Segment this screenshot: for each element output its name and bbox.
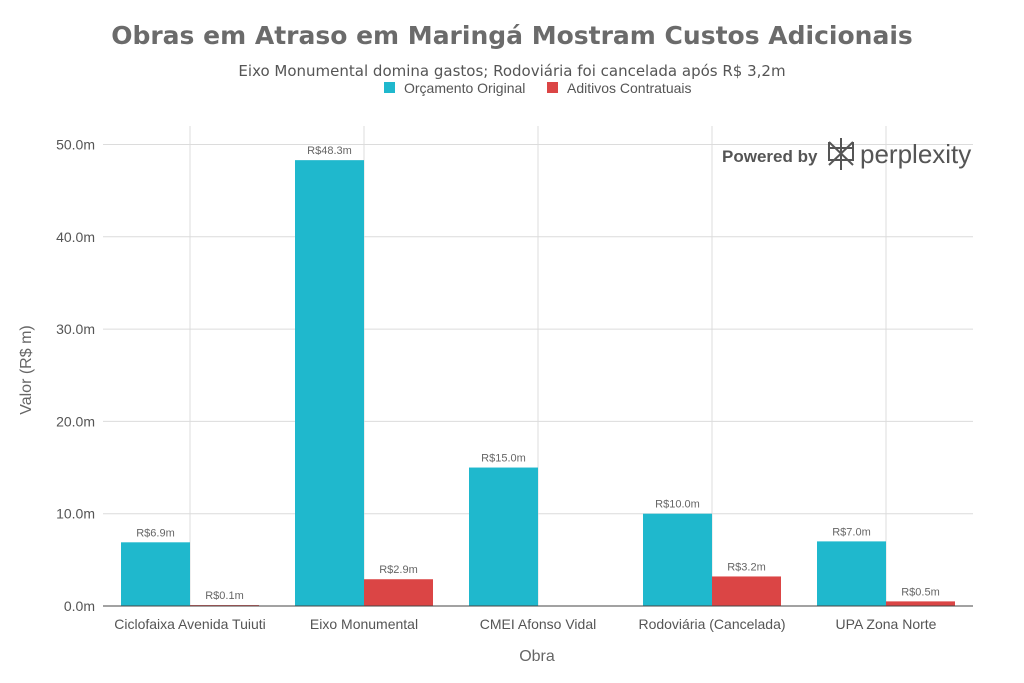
legend-swatch-aditivos (547, 82, 558, 93)
legend-item-orcamento[interactable]: Orçamento Original (384, 80, 525, 96)
legend[interactable]: Orçamento Original Aditivos Contratuais (384, 80, 692, 96)
watermark: Powered by perplexity (722, 138, 971, 170)
x-tick-label: Eixo Monumental (310, 616, 418, 632)
bar-value-label: R$3.2m (727, 561, 766, 573)
x-axis-title: Obra (519, 648, 555, 665)
chart-title: Obras em Atraso em Maringá Mostram Custo… (111, 21, 913, 50)
legend-swatch-orcamento (384, 82, 395, 93)
bar-value-label: R$7.0m (832, 526, 871, 538)
y-tick-label: 20.0m (56, 413, 95, 429)
bar-orcamento[interactable] (817, 541, 886, 606)
bar-value-label: R$48.3m (307, 145, 352, 157)
bar-value-label: R$2.9m (379, 564, 418, 576)
bar-aditivos[interactable] (364, 579, 433, 606)
y-tick-label: 0.0m (64, 598, 95, 614)
x-tick-label: UPA Zona Norte (836, 616, 937, 632)
x-tick-label: Ciclofaixa Avenida Tuiuti (114, 616, 266, 632)
legend-label-orcamento: Orçamento Original (404, 80, 525, 96)
y-axis-title: Valor (R$ m) (18, 325, 35, 415)
bars (121, 160, 955, 607)
legend-label-aditivos: Aditivos Contratuais (567, 80, 692, 96)
bar-aditivos[interactable] (712, 576, 781, 606)
bar-value-label: R$0.5m (901, 586, 940, 598)
gridlines (103, 126, 973, 606)
bar-orcamento[interactable] (469, 467, 538, 606)
bar-value-label: R$6.9m (136, 527, 175, 539)
bar-orcamento[interactable] (121, 542, 190, 606)
data-labels: R$6.9m R$0.1m R$48.3m R$2.9m R$15.0m R$10.0m R… (136, 145, 940, 602)
chart-subtitle: Eixo Monumental domina gastos; Rodoviári… (238, 62, 785, 80)
x-tick-label: Rodoviária (Cancelada) (638, 616, 785, 632)
x-axis-ticks: Ciclofaixa Avenida Tuiuti Eixo Monumental… (114, 616, 936, 632)
bar-orcamento[interactable] (643, 513, 712, 606)
y-tick-label: 30.0m (56, 321, 95, 337)
y-tick-label: 50.0m (56, 136, 95, 152)
bar-orcamento[interactable] (295, 160, 364, 606)
bar-value-label: R$10.0m (655, 499, 700, 511)
bar-value-label: R$0.1m (205, 590, 244, 602)
legend-item-aditivos[interactable]: Aditivos Contratuais (547, 80, 692, 96)
y-tick-label: 10.0m (56, 506, 95, 522)
watermark-prefix: Powered by (722, 147, 818, 166)
y-axis-ticks: 0.0m 10.0m 20.0m 30.0m 40.0m 50.0m (56, 136, 95, 614)
bar-value-label: R$15.0m (481, 453, 526, 465)
bar-aditivos[interactable] (886, 601, 955, 606)
y-tick-label: 40.0m (56, 229, 95, 245)
x-tick-label: CMEI Afonso Vidal (480, 616, 596, 632)
watermark-name: perplexity (860, 139, 971, 169)
perplexity-logo-icon (828, 138, 854, 170)
